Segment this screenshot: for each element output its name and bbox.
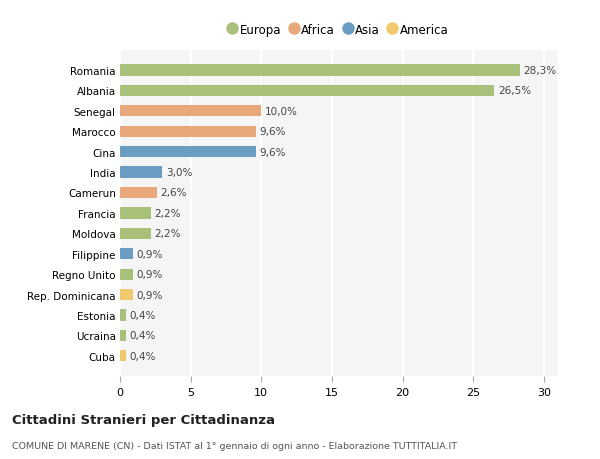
Text: 0,9%: 0,9% bbox=[136, 290, 163, 300]
Text: Cittadini Stranieri per Cittadinanza: Cittadini Stranieri per Cittadinanza bbox=[12, 413, 275, 426]
Bar bbox=[120, 289, 133, 301]
Text: 2,2%: 2,2% bbox=[155, 229, 181, 239]
Bar bbox=[120, 86, 494, 97]
Bar bbox=[120, 269, 133, 280]
Legend: Europa, Africa, Asia, America: Europa, Africa, Asia, America bbox=[229, 24, 449, 37]
Text: 28,3%: 28,3% bbox=[523, 66, 557, 76]
Bar bbox=[120, 65, 520, 77]
Text: 0,4%: 0,4% bbox=[129, 351, 155, 361]
Bar bbox=[120, 126, 256, 138]
Bar bbox=[120, 147, 256, 158]
Text: 10,0%: 10,0% bbox=[265, 106, 298, 117]
Text: 26,5%: 26,5% bbox=[498, 86, 531, 96]
Bar bbox=[120, 310, 125, 321]
Text: 0,9%: 0,9% bbox=[136, 269, 163, 280]
Text: 9,6%: 9,6% bbox=[259, 147, 286, 157]
Bar bbox=[120, 350, 125, 362]
Text: 0,4%: 0,4% bbox=[129, 310, 155, 320]
Bar bbox=[120, 330, 125, 341]
Bar bbox=[120, 208, 151, 219]
Bar bbox=[120, 228, 151, 240]
Text: 9,6%: 9,6% bbox=[259, 127, 286, 137]
Text: 2,2%: 2,2% bbox=[155, 208, 181, 218]
Text: 2,6%: 2,6% bbox=[160, 188, 187, 198]
Bar bbox=[120, 187, 157, 199]
Bar bbox=[120, 249, 133, 260]
Text: 0,4%: 0,4% bbox=[129, 330, 155, 341]
Text: 3,0%: 3,0% bbox=[166, 168, 192, 178]
Bar bbox=[120, 167, 163, 178]
Text: 0,9%: 0,9% bbox=[136, 249, 163, 259]
Bar bbox=[120, 106, 261, 117]
Text: COMUNE DI MARENE (CN) - Dati ISTAT al 1° gennaio di ogni anno - Elaborazione TUT: COMUNE DI MARENE (CN) - Dati ISTAT al 1°… bbox=[12, 441, 457, 450]
